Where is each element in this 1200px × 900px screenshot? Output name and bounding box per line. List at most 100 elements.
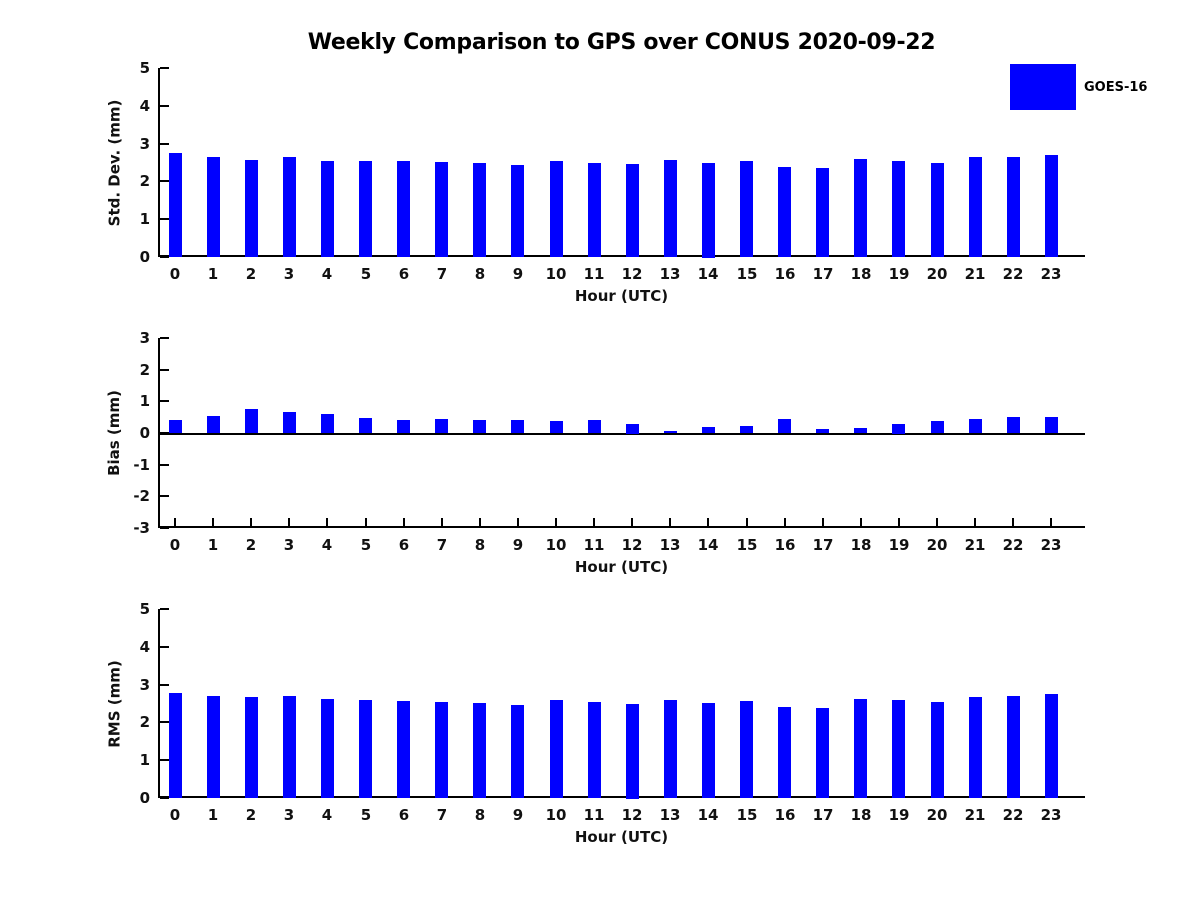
bar-hour-21 bbox=[969, 419, 982, 433]
x-tick bbox=[936, 518, 938, 526]
y-tick-label: -3 bbox=[133, 519, 150, 537]
x-tick bbox=[555, 518, 557, 526]
bar-hour-18 bbox=[854, 428, 867, 433]
bar-hour-13 bbox=[664, 431, 677, 433]
bar-hour-22 bbox=[1007, 157, 1020, 257]
y-tick bbox=[160, 495, 169, 497]
bar-hour-2 bbox=[245, 160, 258, 257]
x-tick bbox=[669, 518, 671, 526]
bar-hour-1 bbox=[207, 696, 220, 798]
y-tick bbox=[160, 105, 169, 107]
x-axis-label-stddev: Hour (UTC) bbox=[574, 287, 669, 305]
x-tick-label: 9 bbox=[512, 806, 524, 824]
x-tick-label: 10 bbox=[545, 806, 567, 824]
bar-hour-7 bbox=[435, 419, 448, 433]
bar-hour-11 bbox=[588, 163, 601, 257]
bar-hour-3 bbox=[283, 157, 296, 257]
bar-hour-12 bbox=[626, 164, 639, 257]
bar-hour-20 bbox=[931, 702, 944, 798]
bar-hour-3 bbox=[283, 412, 296, 433]
x-tick-label: 12 bbox=[621, 265, 643, 283]
x-tick-label: 16 bbox=[774, 265, 796, 283]
bar-hour-5 bbox=[359, 418, 372, 433]
y-tick bbox=[160, 369, 169, 371]
y-tick-label: 4 bbox=[139, 638, 150, 656]
x-axis-label-bias: Hour (UTC) bbox=[574, 558, 669, 576]
bar-hour-2 bbox=[245, 409, 258, 433]
x-tick-label: 19 bbox=[888, 265, 910, 283]
bar-hour-20 bbox=[931, 163, 944, 257]
x-axis-line bbox=[158, 255, 1085, 257]
x-tick-label: 10 bbox=[545, 265, 567, 283]
x-tick-label: 8 bbox=[474, 536, 486, 554]
x-tick-label: 9 bbox=[512, 265, 524, 283]
bar-hour-16 bbox=[778, 419, 791, 433]
bar-hour-23 bbox=[1045, 694, 1058, 798]
bar-hour-6 bbox=[397, 420, 410, 433]
x-tick-label: 20 bbox=[926, 806, 948, 824]
bar-hour-3 bbox=[283, 696, 296, 798]
x-tick-label: 4 bbox=[321, 265, 333, 283]
legend-label-goes16: GOES-16 bbox=[1084, 79, 1148, 95]
x-tick-label: 1 bbox=[207, 536, 219, 554]
bar-hour-16 bbox=[778, 707, 791, 798]
x-tick-label: 18 bbox=[850, 536, 872, 554]
x-tick-label: 6 bbox=[398, 536, 410, 554]
bar-hour-23 bbox=[1045, 417, 1058, 433]
chart-title: Weekly Comparison to GPS over CONUS 2020… bbox=[307, 30, 936, 55]
x-tick bbox=[212, 518, 214, 526]
x-tick bbox=[1012, 518, 1014, 526]
x-tick-label: 23 bbox=[1040, 806, 1062, 824]
x-axis-line bbox=[158, 526, 1085, 528]
x-tick-label: 22 bbox=[1002, 806, 1024, 824]
x-tick-label: 17 bbox=[812, 265, 834, 283]
y-tick bbox=[160, 143, 169, 145]
bar-hour-9 bbox=[511, 420, 524, 433]
zero-line bbox=[158, 433, 1085, 435]
x-tick bbox=[250, 518, 252, 526]
x-tick-label: 1 bbox=[207, 265, 219, 283]
x-tick-label: 4 bbox=[321, 806, 333, 824]
bar-hour-23 bbox=[1045, 155, 1058, 257]
x-tick-label: 14 bbox=[697, 265, 719, 283]
x-tick bbox=[974, 518, 976, 526]
bar-hour-12 bbox=[626, 704, 639, 799]
bar-hour-8 bbox=[473, 703, 486, 798]
x-tick-label: 10 bbox=[545, 536, 567, 554]
x-tick-label: 0 bbox=[169, 806, 181, 824]
x-tick bbox=[1050, 518, 1052, 526]
x-tick bbox=[898, 518, 900, 526]
x-tick-label: 17 bbox=[812, 806, 834, 824]
x-tick bbox=[479, 518, 481, 526]
bar-hour-4 bbox=[321, 699, 334, 798]
bar-hour-17 bbox=[816, 708, 829, 798]
bar-hour-19 bbox=[892, 424, 905, 434]
bar-hour-19 bbox=[892, 700, 905, 798]
x-tick-label: 7 bbox=[436, 806, 448, 824]
x-tick bbox=[707, 518, 709, 526]
x-tick-label: 21 bbox=[964, 536, 986, 554]
bar-hour-17 bbox=[816, 429, 829, 433]
y-tick bbox=[160, 67, 169, 69]
x-tick-label: 7 bbox=[436, 536, 448, 554]
bar-hour-16 bbox=[778, 167, 791, 257]
x-tick-label: 3 bbox=[283, 806, 295, 824]
bar-hour-14 bbox=[702, 703, 715, 798]
x-tick bbox=[326, 518, 328, 526]
bar-hour-5 bbox=[359, 700, 372, 798]
x-tick-label: 11 bbox=[583, 536, 605, 554]
x-tick bbox=[631, 518, 633, 526]
x-tick-label: 15 bbox=[736, 536, 758, 554]
y-tick bbox=[160, 797, 169, 799]
bar-hour-10 bbox=[550, 161, 563, 257]
x-tick-label: 13 bbox=[659, 536, 681, 554]
plot-area-stddev: 0 1 2 3 4 5 0 1 2 3 4 5 6 7 8 9 10 11 12 13 14 15 16 17 18 19 20 21… bbox=[140, 59, 1085, 283]
y-tick bbox=[160, 608, 169, 610]
x-tick-label: 6 bbox=[398, 265, 410, 283]
x-tick bbox=[784, 518, 786, 526]
x-tick bbox=[403, 518, 405, 526]
y-tick bbox=[160, 464, 169, 466]
y-tick-label: -2 bbox=[133, 487, 150, 505]
bar-hour-13 bbox=[664, 160, 677, 257]
y-tick bbox=[160, 256, 169, 258]
